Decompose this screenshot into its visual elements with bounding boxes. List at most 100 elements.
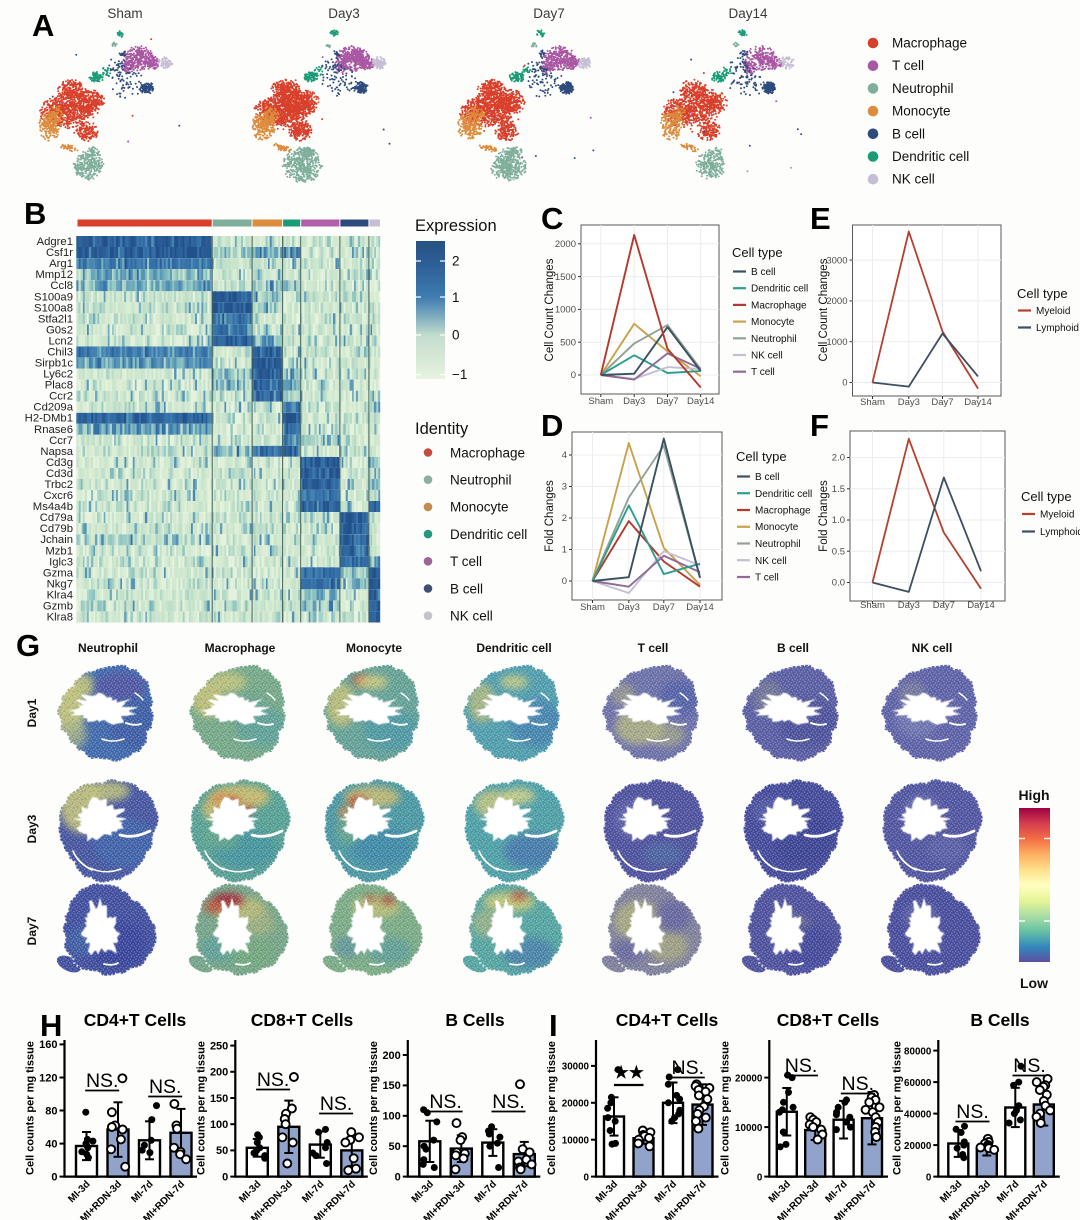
svg-text:Identity: Identity	[415, 420, 469, 438]
svg-text:Chil3: Chil3	[47, 347, 73, 359]
svg-text:Cell type: Cell type	[1017, 286, 1068, 301]
svg-text:10000: 10000	[562, 1136, 590, 1147]
svg-text:Dendritic cell: Dendritic cell	[476, 641, 551, 655]
svg-text:G: G	[16, 628, 40, 663]
svg-text:1000: 1000	[555, 305, 576, 316]
svg-text:40: 40	[45, 1138, 57, 1150]
svg-text:Sham: Sham	[580, 602, 605, 613]
svg-text:Macrophage: Macrophage	[450, 445, 525, 460]
svg-text:CD4+T Cells: CD4+T Cells	[84, 1010, 187, 1030]
svg-text:Lymphoid: Lymphoid	[1036, 323, 1079, 334]
svg-text:0: 0	[452, 328, 460, 343]
svg-text:1.5: 1.5	[832, 484, 845, 495]
svg-text:200: 200	[382, 1050, 400, 1062]
svg-text:Cell Count Changes: Cell Count Changes	[818, 258, 830, 361]
svg-text:Day3: Day3	[25, 814, 39, 843]
svg-text:CD8+T Cells: CD8+T Cells	[251, 1010, 354, 1030]
svg-text:NS.: NS.	[492, 1091, 525, 1113]
svg-text:Klra4: Klra4	[47, 589, 73, 601]
svg-text:NK cell: NK cell	[751, 351, 783, 362]
svg-text:Napsa: Napsa	[40, 446, 73, 458]
svg-text:Neutrophil: Neutrophil	[755, 539, 801, 550]
svg-text:Day7: Day7	[653, 602, 675, 613]
svg-text:Dendritic cell: Dendritic cell	[892, 149, 969, 164]
svg-text:Neutrophil: Neutrophil	[450, 473, 512, 488]
svg-text:I: I	[549, 1008, 558, 1043]
svg-text:T cell: T cell	[450, 554, 482, 569]
svg-text:0: 0	[842, 378, 847, 389]
svg-text:20000: 20000	[735, 1073, 763, 1084]
svg-text:Cell counts per mg tissue: Cell counts per mg tissue	[25, 1041, 37, 1175]
svg-text:50: 50	[216, 1145, 228, 1157]
svg-text:Cd79a: Cd79a	[40, 512, 74, 524]
svg-text:Sham: Sham	[588, 396, 613, 407]
svg-text:Rnase6: Rnase6	[34, 424, 73, 436]
svg-text:NS.: NS.	[429, 1091, 462, 1113]
svg-text:Day1: Day1	[25, 698, 39, 727]
svg-text:MI-3d: MI-3d	[594, 1179, 620, 1205]
svg-text:Sham: Sham	[860, 600, 885, 611]
svg-text:Day3: Day3	[623, 396, 645, 407]
svg-text:0: 0	[51, 1171, 57, 1183]
svg-text:Day7: Day7	[533, 6, 565, 21]
svg-text:NS.: NS.	[672, 1057, 705, 1079]
svg-text:Fold Changes: Fold Changes	[818, 480, 830, 552]
svg-text:80: 80	[45, 1105, 57, 1117]
svg-text:Day3: Day3	[328, 6, 360, 21]
svg-text:500: 500	[560, 337, 576, 348]
svg-text:Cell type: Cell type	[736, 449, 787, 464]
svg-text:MI-3d: MI-3d	[938, 1179, 964, 1205]
svg-text:Monocyte: Monocyte	[346, 641, 402, 655]
svg-text:Day14: Day14	[686, 602, 713, 613]
svg-text:Day14: Day14	[964, 397, 991, 408]
svg-text:★★: ★★	[614, 1063, 645, 1082]
svg-text:2: 2	[452, 254, 460, 269]
svg-text:Fold Changes: Fold Changes	[544, 480, 556, 552]
svg-text:S100a8: S100a8	[34, 302, 73, 314]
svg-text:Trbc2: Trbc2	[45, 479, 73, 491]
svg-text:0: 0	[926, 1172, 932, 1183]
svg-text:Ccl8: Ccl8	[50, 280, 73, 292]
svg-text:1000: 1000	[826, 337, 847, 348]
svg-text:T cell: T cell	[638, 641, 669, 655]
svg-text:Cell type: Cell type	[732, 245, 783, 260]
svg-text:NS.: NS.	[257, 1069, 290, 1091]
svg-text:200: 200	[210, 1067, 228, 1079]
svg-text:Ccr2: Ccr2	[49, 391, 73, 403]
svg-text:NS.: NS.	[956, 1101, 989, 1123]
svg-text:Gzma: Gzma	[43, 567, 74, 579]
svg-text:T cell: T cell	[892, 58, 924, 73]
svg-text:0: 0	[571, 370, 576, 381]
svg-text:Day7: Day7	[931, 397, 953, 408]
svg-text:NK cell: NK cell	[912, 641, 953, 655]
svg-text:Cell counts per mg tissue: Cell counts per mg tissue	[546, 1041, 558, 1175]
svg-text:2000: 2000	[555, 239, 576, 250]
svg-text:Cell counts per mg tissue: Cell counts per mg tissue	[195, 1041, 207, 1175]
svg-text:Macrophage: Macrophage	[205, 641, 276, 655]
svg-text:Cd209a: Cd209a	[33, 402, 73, 414]
svg-text:Gzmb: Gzmb	[43, 601, 73, 613]
svg-text:Klra8: Klra8	[47, 612, 73, 624]
svg-text:Cd79b: Cd79b	[40, 523, 73, 535]
svg-text:1500: 1500	[555, 272, 576, 283]
svg-text:NS.: NS.	[1013, 1055, 1046, 1077]
svg-text:Day7: Day7	[25, 916, 39, 945]
svg-text:100: 100	[382, 1111, 400, 1123]
svg-text:C: C	[541, 201, 563, 236]
svg-text:Adgre1: Adgre1	[37, 236, 73, 248]
svg-text:150: 150	[382, 1080, 400, 1092]
svg-text:Macrophage: Macrophage	[755, 506, 811, 517]
svg-text:Cell counts per mg tissue: Cell counts per mg tissue	[891, 1041, 903, 1175]
svg-text:Neutrophil: Neutrophil	[78, 641, 138, 655]
svg-text:Cxcr6: Cxcr6	[44, 490, 74, 502]
svg-text:3: 3	[562, 482, 567, 493]
svg-text:80000: 80000	[904, 1046, 932, 1057]
svg-text:Day7: Day7	[656, 396, 678, 407]
svg-text:Day14: Day14	[728, 6, 768, 21]
svg-text:0: 0	[757, 1172, 763, 1183]
svg-text:40000: 40000	[904, 1109, 932, 1120]
svg-text:Csf1r: Csf1r	[46, 247, 73, 259]
svg-text:Neutrophil: Neutrophil	[751, 334, 797, 345]
svg-text:Jchain: Jchain	[40, 534, 73, 546]
svg-text:MI-7d: MI-7d	[653, 1179, 679, 1205]
